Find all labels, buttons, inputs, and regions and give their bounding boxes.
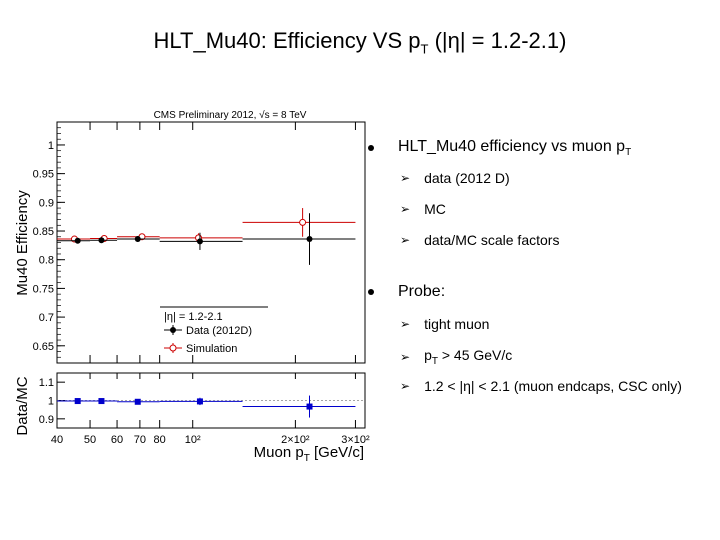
x-tick-label: 2×10² xyxy=(281,434,310,446)
ratio-point xyxy=(196,398,203,405)
bullet-sub-tight: ➢ tight muon xyxy=(400,316,489,332)
bullet-sub-sf: ➢ data/MC scale factors xyxy=(400,232,559,248)
legend-entry: Simulation xyxy=(186,343,237,355)
legend-title: |η| = 1.2-2.1 xyxy=(164,311,223,323)
x-tick-label: 70 xyxy=(134,434,146,446)
bullet-sub-pt-prefix: p xyxy=(424,347,432,363)
x-tick-label: 80 xyxy=(154,434,166,446)
ratio-point xyxy=(98,398,105,405)
bullet-main-1-text: HLT_Mu40 efficiency vs muon pT xyxy=(398,138,631,158)
cms-banner: CMS Preliminary 2012, √s = 8 TeV xyxy=(154,109,307,121)
legend-marker xyxy=(170,327,176,333)
y-tick-label: 0.9 xyxy=(39,197,54,209)
ratio-point xyxy=(74,398,81,405)
ratio-y-tick-label: 1 xyxy=(48,396,54,408)
ratio-y-tick-label: 0.9 xyxy=(39,414,54,426)
x-tick-label: 40 xyxy=(51,434,63,446)
y-axis-title: Mu40 Efficiency xyxy=(14,190,31,296)
bullet-sub-data-text: data (2012 D) xyxy=(424,170,510,186)
bullet-sub-tight-text: tight muon xyxy=(424,316,490,332)
arrow-icon: ➢ xyxy=(400,349,411,364)
bullet-sub-mc-text: MC xyxy=(424,201,446,217)
bullet-sub-sf-text: data/MC scale factors xyxy=(424,232,560,248)
bullet-sub-data: ➢ data (2012 D) xyxy=(400,170,510,186)
bullet-main-1-sub: T xyxy=(625,147,632,159)
x-tick-label: 60 xyxy=(111,434,123,446)
arrow-icon: ➢ xyxy=(400,171,411,185)
bullet-sub-pt-text: pT > 45 GeV/c xyxy=(424,347,512,367)
ratio-point xyxy=(134,398,141,405)
legend-marker xyxy=(169,344,177,352)
bullet-dot-icon xyxy=(368,145,374,152)
y-tick-label: 0.75 xyxy=(33,283,54,295)
bullet-main-2: Probe: xyxy=(368,283,445,301)
efficiency-chart: CMS Preliminary 2012, √s = 8 TeV 0.65 0.7 0… xyxy=(14,109,370,464)
slide-title-prefix: HLT_Mu40: Efficiency VS p xyxy=(153,28,421,53)
bullet-sub-eta-text: 1.2 < |η| < 2.1 (muon endcaps, CSC only) xyxy=(424,378,682,394)
x-tick-label: 10² xyxy=(185,434,201,446)
data-point xyxy=(98,237,105,244)
x-tick-label: 50 xyxy=(84,434,96,446)
bullet-dot-icon xyxy=(368,289,374,295)
y-tick-label: 1 xyxy=(48,140,54,152)
bullet-main-1: HLT_Mu40 efficiency vs muon pT xyxy=(368,138,631,158)
slide-title-suffix: (|η| = 1.2-2.1) xyxy=(428,28,567,53)
y-tick-label: 0.95 xyxy=(33,169,54,181)
bullet-sub-pt: ➢ pT > 45 GeV/c xyxy=(400,347,512,367)
data-point xyxy=(196,238,203,245)
bullet-main-2-text: Probe: xyxy=(398,283,446,300)
data-point xyxy=(134,236,141,243)
x-axis-title: Muon pT [GeV/c] xyxy=(254,444,364,464)
y-tick-label: 0.85 xyxy=(33,226,54,238)
ratio-y-axis-title: Data/MC xyxy=(14,376,31,435)
bullet-sub-pt-sub: T xyxy=(431,355,438,367)
x-tick-label: 3×10² xyxy=(341,434,370,446)
arrow-icon: ➢ xyxy=(400,379,411,393)
bullet-main-1-label: HLT_Mu40 efficiency vs muon p xyxy=(398,138,626,155)
arrow-icon: ➢ xyxy=(400,202,411,216)
bullet-sub-pt-suffix: > 45 GeV/c xyxy=(437,347,513,363)
data-point xyxy=(306,236,313,243)
data-point xyxy=(74,237,81,244)
slide-title-sub: T xyxy=(420,41,429,57)
bullet-sub-mc: ➢ MC xyxy=(400,201,446,217)
slide-title: HLT_Mu40: Efficiency VS pT (|η| = 1.2-2.… xyxy=(0,28,720,56)
arrow-icon: ➢ xyxy=(400,233,411,247)
simulation-point xyxy=(299,218,307,226)
legend-entry: Data (2012D) xyxy=(186,325,252,337)
bullet-sub-eta: ➢ 1.2 < |η| < 2.1 (muon endcaps, CSC onl… xyxy=(400,378,682,394)
y-tick-label: 0.65 xyxy=(33,341,54,353)
y-tick-label: 0.7 xyxy=(39,312,54,324)
ratio-point xyxy=(306,403,313,410)
arrow-icon: ➢ xyxy=(400,317,411,331)
ratio-y-tick-label: 1.1 xyxy=(39,377,54,389)
y-tick-label: 0.8 xyxy=(39,255,54,267)
